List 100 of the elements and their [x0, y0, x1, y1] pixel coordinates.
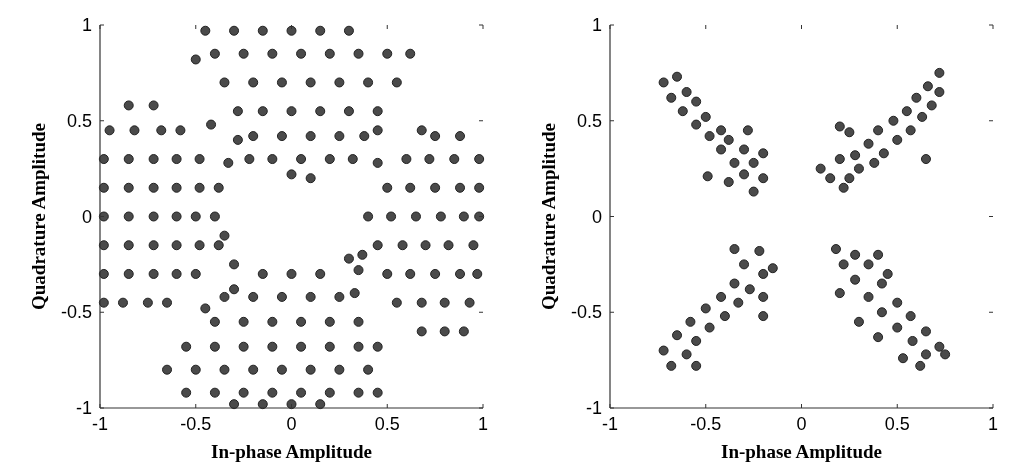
point	[716, 125, 727, 136]
point	[672, 71, 683, 82]
point	[219, 77, 230, 88]
point	[439, 326, 450, 337]
point	[372, 387, 383, 398]
point	[758, 148, 769, 159]
point	[190, 268, 201, 279]
y-tick-label: -0.5	[570, 302, 602, 323]
point	[691, 335, 702, 346]
point	[229, 25, 240, 36]
point	[850, 249, 861, 260]
point	[117, 297, 128, 308]
y-tick-label: 0.5	[66, 110, 92, 131]
point	[123, 182, 134, 193]
point	[744, 284, 755, 295]
point	[911, 92, 922, 103]
point	[238, 48, 249, 59]
point	[276, 291, 287, 302]
point	[704, 131, 715, 142]
point	[347, 154, 358, 165]
point	[892, 297, 903, 308]
point	[171, 182, 182, 193]
point	[162, 364, 173, 375]
point	[416, 326, 427, 337]
point	[171, 240, 182, 251]
point	[257, 106, 268, 117]
point	[876, 278, 887, 289]
point	[898, 353, 908, 364]
point	[416, 125, 427, 136]
point	[334, 291, 345, 302]
point	[834, 154, 845, 165]
point	[190, 364, 201, 375]
point	[123, 100, 134, 111]
point	[148, 100, 159, 111]
point	[267, 316, 278, 327]
point	[443, 240, 454, 251]
point	[123, 240, 134, 251]
point	[878, 148, 889, 159]
point	[691, 96, 702, 107]
point	[175, 125, 186, 136]
point	[907, 335, 918, 346]
point	[219, 291, 230, 302]
point	[229, 259, 240, 270]
point	[238, 387, 249, 398]
point	[148, 268, 159, 279]
x-tick-label: 1	[987, 414, 999, 434]
x-axis-title: In-phase Amplitude	[210, 441, 373, 462]
point	[430, 182, 441, 193]
point	[98, 211, 109, 222]
point	[716, 291, 727, 302]
point	[104, 125, 115, 136]
point	[386, 211, 397, 222]
point	[700, 303, 711, 314]
point	[372, 106, 383, 117]
point	[901, 106, 912, 117]
point	[892, 134, 903, 145]
point	[716, 144, 727, 155]
point	[148, 211, 159, 222]
point	[382, 48, 393, 59]
point	[435, 211, 446, 222]
point	[382, 182, 393, 193]
point	[458, 326, 469, 337]
point	[424, 154, 435, 165]
point	[723, 177, 734, 188]
point	[748, 157, 759, 168]
point	[719, 311, 730, 322]
point	[672, 330, 683, 341]
y-tick-label: 0	[591, 206, 602, 227]
point	[123, 154, 134, 165]
point	[162, 297, 173, 308]
point	[267, 48, 278, 59]
point	[276, 131, 287, 142]
point	[142, 297, 153, 308]
point	[838, 259, 849, 270]
point	[405, 182, 416, 193]
point	[873, 249, 884, 260]
x-tick-label: -0.5	[690, 414, 722, 434]
point	[296, 341, 307, 352]
point	[677, 106, 688, 117]
point	[934, 67, 945, 78]
point	[209, 341, 220, 352]
point	[353, 316, 364, 327]
point	[181, 387, 192, 398]
point	[213, 240, 224, 251]
y-tick-label: -0.5	[60, 302, 92, 323]
point	[229, 284, 240, 295]
point	[905, 311, 916, 322]
point	[372, 240, 383, 251]
point	[286, 106, 297, 117]
point	[223, 157, 234, 168]
point	[349, 288, 360, 299]
point	[850, 274, 861, 285]
point	[296, 48, 307, 59]
point	[363, 364, 374, 375]
point	[430, 131, 441, 142]
point	[472, 268, 483, 279]
point	[382, 268, 393, 279]
point	[276, 77, 287, 88]
point	[853, 163, 864, 174]
point	[219, 230, 230, 241]
